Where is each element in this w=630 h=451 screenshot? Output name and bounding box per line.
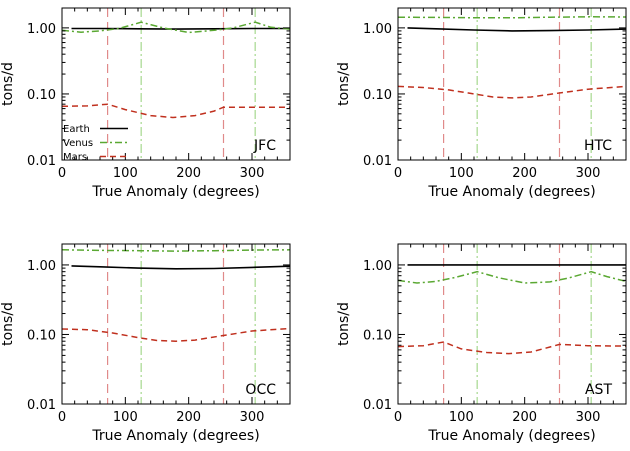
y-tick-label: 1.00 [27,259,56,274]
chart-panel-ast: 0 100 200 300 0.01 0.10 1.00 True Anomaly (degr… [336,243,627,444]
series-line-earth [71,265,290,270]
y-tick-label: 1.00 [363,22,392,37]
chart-panel-jfc: 0 100 200 300 0.01 0.10 1.00 True Anomaly (degr… [0,7,291,200]
x-tick-label: 0 [394,166,402,181]
x-tick-label: 200 [176,410,201,425]
plot-frame [397,243,627,405]
x-tick-label: 0 [58,166,66,181]
y-tick-label: 0.10 [27,328,56,343]
x-tick-label: 0 [58,410,66,425]
chart-panel-occ: 0 100 200 300 0.01 0.10 1.00 True Anomaly (degr… [0,243,291,444]
panel-tag: HTC [584,138,612,154]
y-tick-label: 0.01 [27,154,56,169]
x-tick-label: 200 [176,166,201,181]
x-tick-label: 300 [240,410,265,425]
legend-label-venus: Venus [63,138,93,149]
series-line-mars [62,103,290,119]
x-tick-label: 200 [512,410,537,425]
series-line-mars [398,85,626,99]
x-tick-label: 100 [113,166,138,181]
series-line-mars [62,327,290,342]
y-axis-title: tons/d [0,302,16,346]
legend: Earth Venus Mars [63,124,128,163]
y-tick-label: 0.01 [27,398,56,413]
x-tick-label: 200 [512,166,537,181]
panel-tag: OCC [245,382,276,398]
series-line-venus [398,270,626,284]
series-line-venus [62,21,290,34]
x-axis-title: True Anomaly (degrees) [91,428,259,444]
chart-panel-htc: 0 100 200 300 0.01 0.10 1.00 True Anomaly (degr… [336,7,627,200]
x-tick-label: 300 [576,410,601,425]
x-axis-title: True Anomaly (degrees) [91,184,259,200]
series-line-earth [407,27,626,32]
y-tick-label: 1.00 [27,22,56,37]
series-line-mars [398,341,626,355]
x-tick-label: 0 [394,410,402,425]
y-axis-title: tons/d [336,302,352,346]
panel-tag: AST [585,382,612,398]
y-axis-title: tons/d [0,62,16,106]
legend-label-mars: Mars [63,152,87,163]
y-tick-label: 0.10 [363,328,392,343]
y-tick-label: 0.01 [363,154,392,169]
y-tick-label: 0.10 [27,88,56,103]
x-axis-title: True Anomaly (degrees) [427,184,595,200]
x-axis-title: True Anomaly (degrees) [427,428,595,444]
series-line-earth [71,27,290,30]
legend-label-earth: Earth [63,124,90,135]
x-tick-label: 100 [449,166,474,181]
y-tick-label: 0.01 [363,398,392,413]
series-line-venus [398,16,626,19]
y-axis-title: tons/d [336,62,352,106]
x-tick-label: 300 [240,166,265,181]
x-tick-label: 100 [113,410,138,425]
x-tick-label: 300 [576,166,601,181]
y-tick-label: 0.10 [363,88,392,103]
y-tick-label: 1.00 [363,259,392,274]
x-tick-label: 100 [449,410,474,425]
series-line-venus [62,249,290,252]
panel-tag: JFC [253,138,276,154]
